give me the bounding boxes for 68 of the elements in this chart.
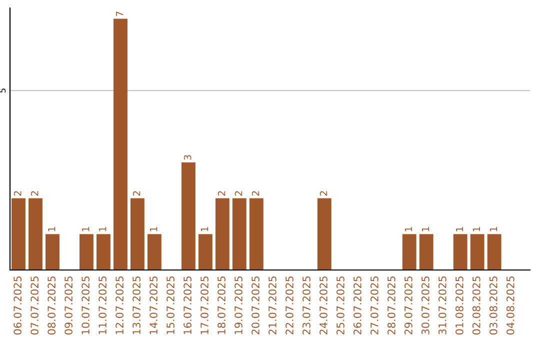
bar	[232, 198, 246, 270]
data-label: 1	[490, 227, 497, 232]
x-tick-label: 28.07.2025	[387, 276, 396, 334]
bar	[46, 234, 60, 270]
bar	[215, 198, 230, 270]
x-tick-label: 20.07.2025	[252, 276, 260, 334]
x-tick-label: 23.07.2025	[302, 276, 310, 334]
x-tick-label: 02.08.2025	[472, 276, 480, 335]
bar	[96, 234, 110, 270]
x-tick-label: 26.07.2025	[354, 276, 362, 334]
bar	[28, 198, 42, 270]
bar	[402, 234, 416, 270]
data-label: 2	[252, 191, 260, 196]
data-label: 1	[422, 227, 430, 232]
data-label: 1	[472, 227, 480, 232]
x-tick-label: 30.07.2025	[421, 276, 430, 334]
x-tick-label: 14.07.2025	[150, 276, 158, 334]
x-tick-label: 27.07.2025	[370, 276, 378, 334]
data-label: 1	[99, 227, 106, 232]
bar	[147, 234, 162, 270]
bar	[317, 198, 332, 270]
x-tick-label: 03.08.2025	[489, 276, 498, 335]
data-label: 2	[30, 191, 38, 196]
data-label: 3	[184, 155, 192, 160]
x-tick-label: 06.07.2025	[14, 276, 22, 335]
x-tick-label: 21.07.2025	[268, 276, 276, 334]
bar	[12, 198, 26, 270]
x-tick-label: 15.07.2025	[166, 276, 174, 334]
x-tick-label: 25.07.2025	[336, 276, 344, 334]
data-label: 7	[116, 12, 124, 16]
data-label: 1	[48, 227, 56, 232]
x-tick-label: 31.07.2025	[438, 276, 446, 334]
bar	[198, 234, 212, 270]
data-label: 2	[14, 191, 22, 196]
x-tick-label: 11.07.2025	[98, 276, 106, 334]
bar	[249, 198, 264, 270]
x-tick-label: 18.07.2025	[218, 276, 226, 334]
bar	[487, 234, 502, 270]
data-label: 2	[234, 191, 242, 196]
bar	[113, 18, 128, 270]
x-tick-label: 10.07.2025	[82, 276, 90, 334]
x-tick-label: 19.07.2025	[234, 276, 242, 334]
x-tick-label: 16.07.2025	[184, 276, 192, 334]
x-tick-label: 29.07.2025	[404, 276, 412, 334]
bar	[470, 234, 484, 270]
x-tick-label: 12.07.2025	[116, 276, 124, 334]
data-label: 2	[320, 191, 328, 196]
x-tick-label: 07.07.2025	[30, 276, 39, 335]
x-tick-label: 01.08.2025	[455, 276, 464, 335]
data-label: 1	[201, 227, 208, 232]
bar	[80, 234, 94, 270]
x-tick-label: 22.07.2025	[286, 276, 294, 334]
data-label: 1	[456, 227, 464, 232]
data-label: 1	[150, 227, 158, 232]
bar	[181, 162, 196, 270]
bar	[130, 198, 144, 270]
x-tick-label: 08.07.2025	[48, 276, 56, 335]
x-tick-label: 04.08.2025	[506, 276, 514, 335]
x-tick-label: 13.07.2025	[132, 276, 140, 334]
data-label: 1	[82, 227, 90, 232]
data-label: 1	[404, 227, 412, 232]
x-tick-label: 24.07.2025	[320, 276, 328, 334]
x-tick-label: 17.07.2025	[200, 276, 208, 334]
data-label: 2	[132, 191, 140, 196]
x-tick-label: 09.07.2025	[64, 276, 72, 335]
bar	[419, 234, 434, 270]
data-label: 2	[218, 191, 226, 196]
bar	[453, 234, 468, 270]
